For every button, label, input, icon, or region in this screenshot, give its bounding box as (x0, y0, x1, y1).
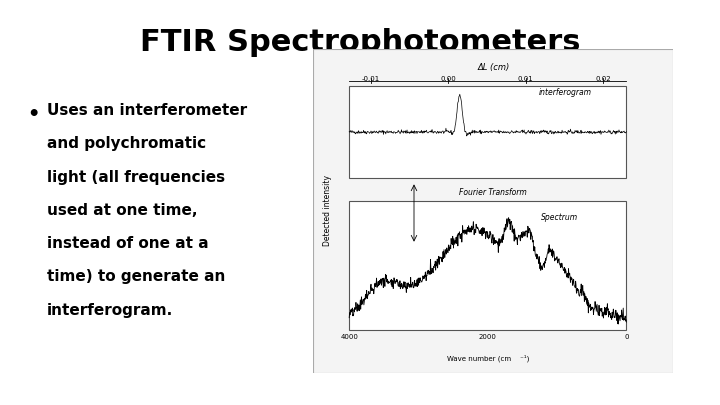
Text: light (all frequencies: light (all frequencies (47, 170, 225, 185)
Text: and polychromatic: and polychromatic (47, 136, 206, 151)
Text: -0.01: -0.01 (361, 76, 380, 82)
Text: Uses an interferometer: Uses an interferometer (47, 103, 247, 118)
Text: Wave number (cm    ⁻¹): Wave number (cm ⁻¹) (446, 355, 529, 362)
Text: 0.02: 0.02 (595, 76, 611, 82)
Text: time) to generate an: time) to generate an (47, 269, 225, 284)
Text: 0: 0 (624, 335, 629, 340)
Text: Spectrum: Spectrum (541, 213, 578, 222)
Text: Detected intensity: Detected intensity (323, 175, 332, 246)
Text: 4000: 4000 (341, 335, 358, 340)
Text: interferogram.: interferogram. (47, 303, 173, 318)
Text: ΔL (cm): ΔL (cm) (477, 63, 509, 72)
Bar (349, 86, 626, 178)
Text: 0.01: 0.01 (518, 76, 534, 82)
Bar (349, 201, 626, 330)
Text: •: • (27, 105, 40, 124)
Text: 2000: 2000 (479, 335, 497, 340)
Text: used at one time,: used at one time, (47, 203, 197, 218)
Text: Fourier Transform: Fourier Transform (459, 188, 527, 197)
Text: interferogram: interferogram (539, 88, 592, 97)
Text: FTIR Spectrophotometers: FTIR Spectrophotometers (140, 28, 580, 58)
Text: instead of one at a: instead of one at a (47, 236, 208, 251)
Text: 0.00: 0.00 (441, 76, 456, 82)
